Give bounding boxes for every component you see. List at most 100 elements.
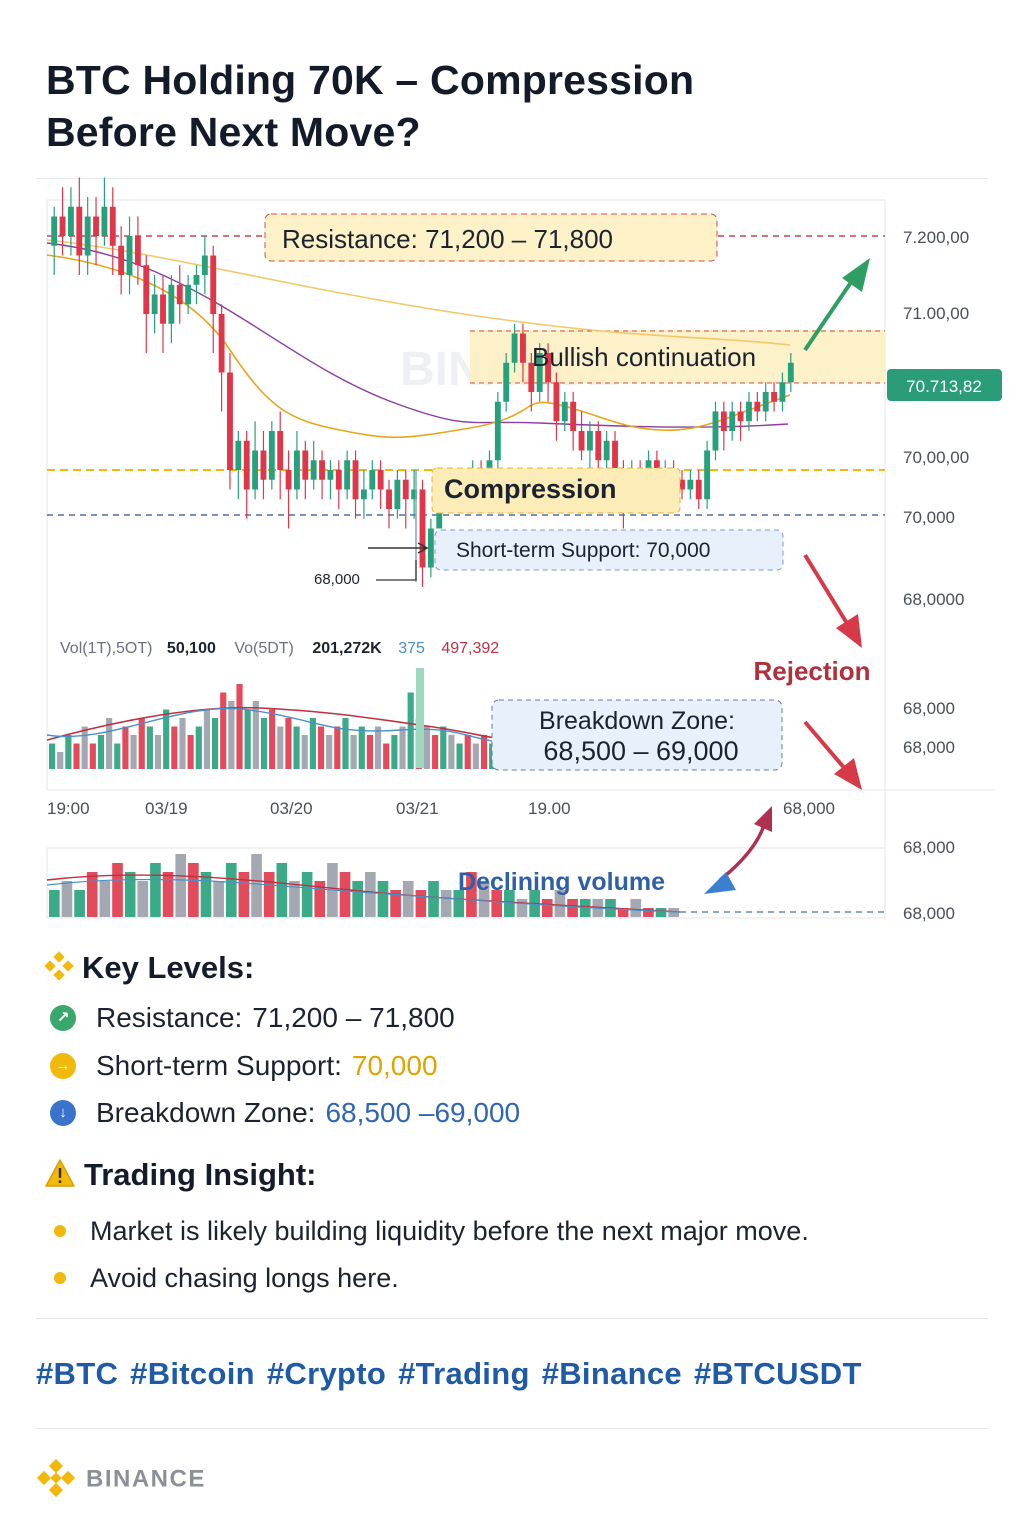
volume-bar	[579, 899, 591, 917]
candle-body	[344, 460, 351, 490]
key-levels-heading: Key Levels:	[44, 950, 254, 989]
candle-body	[360, 489, 367, 500]
candle-body	[352, 460, 359, 500]
volume-bar	[277, 726, 284, 769]
volume-bar	[668, 908, 679, 917]
hashtag-btcusdt[interactable]: #BTCUSDT	[693, 1356, 862, 1391]
key-levels-title: Key Levels:	[82, 950, 255, 985]
volume-ma-red	[46, 706, 521, 741]
volume-bar	[339, 872, 351, 917]
candle-body	[126, 236, 133, 275]
volume-ma-blue	[46, 707, 521, 743]
volume-bar	[89, 743, 96, 769]
volume-bar	[350, 735, 357, 769]
volume-bar	[251, 854, 262, 917]
compression-label: Compression	[444, 474, 617, 504]
candle-body	[520, 333, 526, 363]
volume-bar	[122, 726, 129, 769]
vol-label: Vol(1T),5OT)	[60, 640, 152, 657]
volume-bar	[399, 726, 406, 769]
candle-body	[319, 460, 325, 480]
volume-bar	[163, 709, 170, 769]
insight-text: Avoid chasing longs here.	[90, 1263, 399, 1293]
legend-value-3: 375	[398, 640, 425, 657]
ma-mid-line	[46, 242, 789, 428]
candle-body	[386, 489, 392, 509]
volume-bar	[358, 726, 365, 769]
support-label: Short-term Support: 70,000	[456, 539, 710, 562]
volume-bar	[86, 872, 98, 917]
volume-bar	[137, 881, 149, 917]
volume-arrow-head-up	[754, 806, 772, 832]
volume-bar	[375, 726, 382, 769]
volume-bar	[352, 881, 363, 917]
volume-bar	[377, 881, 389, 917]
volume-bar	[365, 872, 376, 917]
page-title: BTC Holding 70K – Compression Before Nex…	[46, 54, 846, 158]
brand-name: BINANCE	[86, 1465, 206, 1493]
candle-body	[779, 382, 786, 402]
hashtag-crypto[interactable]: #Crypto	[266, 1356, 387, 1391]
candle-body	[754, 401, 761, 412]
volume-bar	[276, 863, 288, 917]
volume-bar	[97, 735, 105, 769]
candle-body	[695, 479, 702, 500]
resistance-box	[264, 213, 718, 262]
candle-body	[687, 479, 694, 490]
volume-arrow-head-down	[704, 872, 736, 894]
candle-body	[511, 333, 518, 363]
volume2-frame	[46, 847, 886, 919]
hashtag-binance[interactable]: #Binance	[541, 1356, 682, 1391]
candle-body	[595, 431, 602, 461]
volume-bar	[567, 899, 578, 917]
binance-logo-icon	[36, 1458, 76, 1498]
volume-bar	[179, 718, 186, 769]
bullet-dot-icon	[54, 1271, 66, 1284]
candle-body	[553, 382, 560, 422]
volume-bar	[456, 743, 463, 769]
candle-body	[294, 450, 300, 490]
candle-body	[335, 470, 342, 490]
candle-body	[252, 450, 259, 490]
small-price-label: 68,000	[314, 571, 360, 588]
time-label-3: 03/21	[396, 799, 439, 818]
candle-body	[570, 401, 577, 431]
hashtag-trading[interactable]: #Trading	[398, 1356, 530, 1391]
hashtag-bitcoin[interactable]: #Bitcoin	[130, 1356, 255, 1391]
volume-bar	[317, 726, 325, 769]
candle-body	[536, 353, 543, 392]
volume-bar	[171, 726, 178, 769]
volume-bar	[480, 735, 488, 769]
candle-body	[185, 284, 192, 305]
volume-bar	[391, 735, 398, 769]
volume-bar	[61, 881, 73, 917]
candle-body	[771, 392, 778, 402]
small-price-pointer	[376, 560, 417, 581]
volume-bar	[130, 735, 137, 769]
volume-bar	[228, 701, 235, 769]
candle-body	[737, 411, 744, 422]
candle-body	[327, 470, 334, 480]
candle-body	[762, 392, 769, 412]
vo5-label: Vo(5DT)	[234, 640, 294, 657]
volume-bar	[453, 890, 465, 917]
candle-body	[411, 489, 418, 500]
volume-bar	[383, 743, 390, 769]
candle-body	[67, 206, 74, 236]
hashtag-btc[interactable]: #BTC	[36, 1356, 119, 1391]
price-label-8: 68,000	[903, 904, 955, 923]
rejection-label: Rejection	[753, 656, 870, 686]
key-level-label: Breakdown Zone:	[96, 1097, 316, 1128]
candle-body	[377, 470, 384, 490]
candle-body	[101, 206, 108, 236]
volume-bar	[309, 718, 316, 769]
arrow-down-icon: ↓	[50, 1099, 76, 1126]
volume-bar	[225, 863, 237, 917]
resistance-label: Resistance: 71,200 – 71,800	[282, 224, 613, 254]
volume-bar	[154, 735, 162, 769]
candle-body	[277, 431, 284, 470]
price-label-3: 70,000	[903, 508, 955, 527]
volume-bar	[448, 735, 455, 769]
volume-arrow-shaft	[718, 821, 767, 882]
volume-bar	[203, 709, 210, 769]
